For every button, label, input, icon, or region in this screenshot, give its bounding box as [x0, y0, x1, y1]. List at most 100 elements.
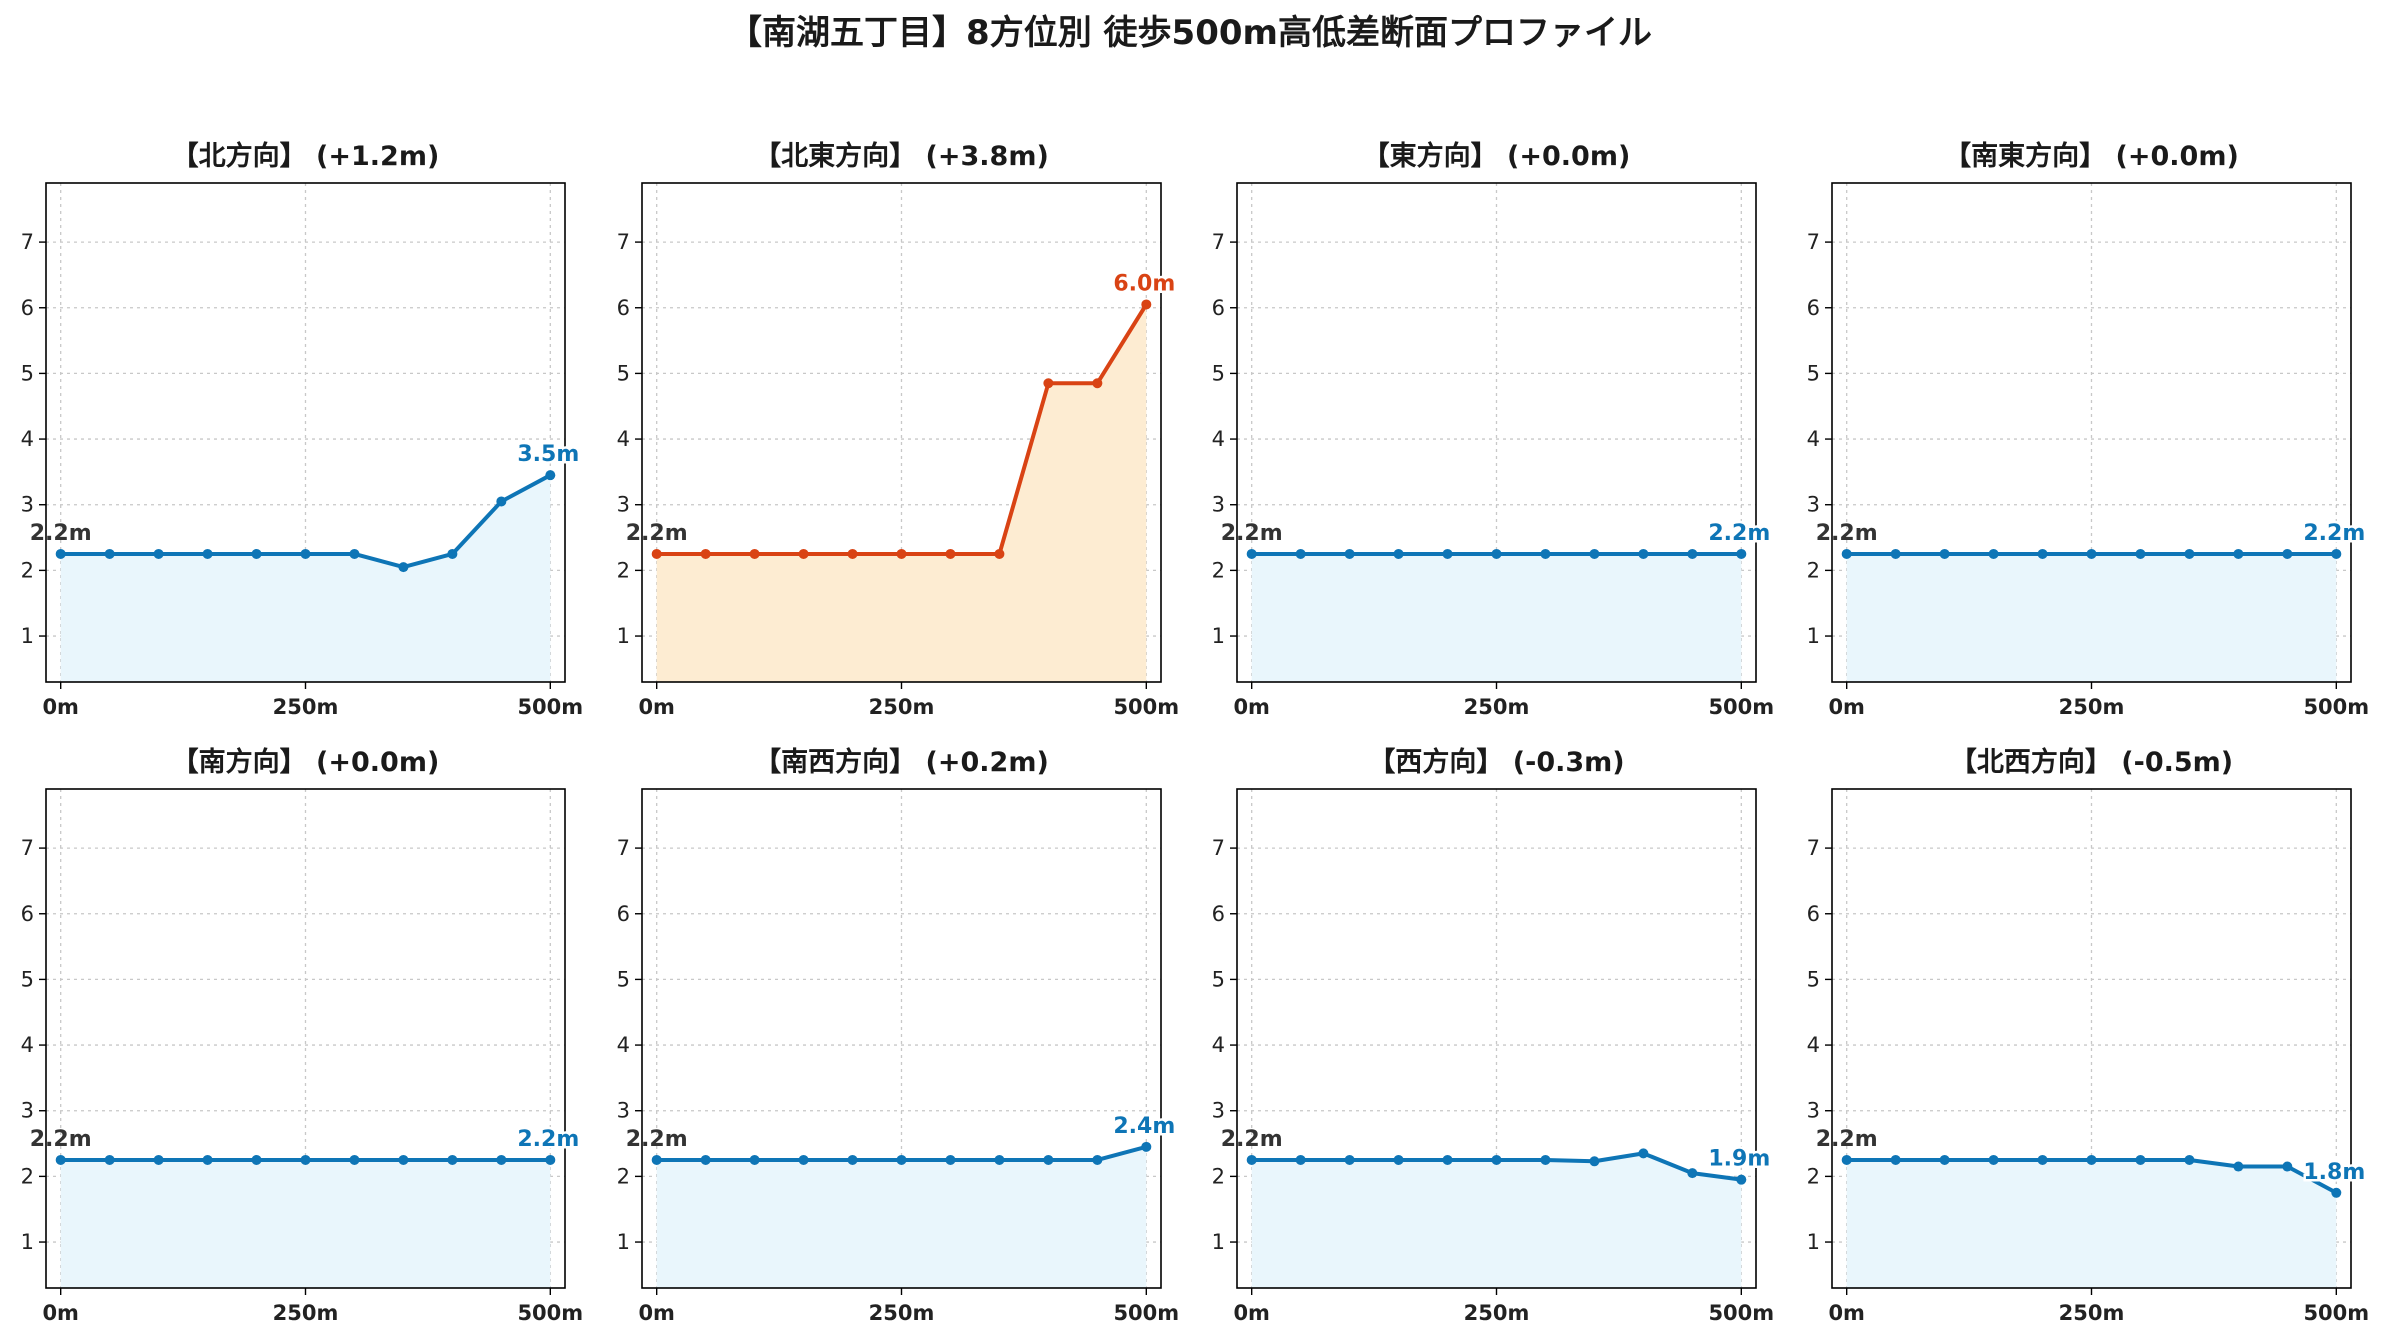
panel-title: 【南方向】 (+0.0m): [172, 746, 440, 778]
data-point: [104, 548, 115, 559]
data-point: [700, 1154, 711, 1165]
y-tick-label: 2: [21, 558, 34, 582]
end-value-label: 2.2m: [1708, 521, 1770, 546]
data-point: [651, 548, 662, 559]
area-fill: [656, 304, 1147, 682]
area-fill: [1251, 553, 1742, 682]
data-point: [1540, 548, 1551, 559]
y-tick-label: 5: [1212, 967, 1225, 991]
y-tick-label: 3: [21, 1099, 34, 1123]
end-value-label: 6.0m: [1113, 271, 1175, 296]
data-point: [2233, 1161, 2244, 1172]
data-point: [2184, 548, 2195, 559]
panel-7: 【西方向】 (-0.3m) 1 2 3 4 5 6 7 0m 250m 500m 2.2m 1.9m: [1212, 746, 1775, 1325]
data-point: [1890, 548, 1901, 559]
area-fill: [1251, 1153, 1742, 1288]
data-point: [545, 470, 556, 481]
panel-2: 【北東方向】 (+3.8m) 1 2 3 4 5 6 7 0m 250m 500m 2.2m 6.0m: [617, 140, 1180, 719]
data-point: [749, 1154, 760, 1165]
y-tick-label: 4: [1807, 1033, 1820, 1057]
panel-title: 【北東方向】 (+3.8m): [754, 140, 1049, 172]
y-tick-label: 1: [1212, 1230, 1225, 1254]
data-point: [398, 562, 409, 573]
y-tick-label: 2: [1212, 558, 1225, 582]
y-tick-label: 6: [617, 902, 630, 926]
data-point: [447, 548, 458, 559]
y-tick-label: 5: [1807, 361, 1820, 385]
data-point: [1841, 548, 1852, 559]
start-value-label: 2.2m: [1816, 521, 1878, 546]
data-point: [2331, 1187, 2342, 1198]
x-tick-label: 500m: [2303, 695, 2369, 719]
data-point: [1687, 1168, 1698, 1179]
panel-1: 【北方向】 (+1.2m) 1 2 3 4 5 6 7 0m 250m 500m 2.2m 3.5m: [21, 140, 584, 719]
y-tick-label: 3: [1212, 1099, 1225, 1123]
y-tick-label: 6: [1807, 902, 1820, 926]
y-tick-label: 3: [617, 1099, 630, 1123]
data-point: [2135, 1154, 2146, 1165]
y-tick-label: 3: [1807, 1099, 1820, 1123]
end-value-label: 2.2m: [517, 1127, 579, 1152]
y-tick-label: 4: [1807, 427, 1820, 451]
data-point: [2233, 548, 2244, 559]
data-point: [798, 548, 809, 559]
start-value-label: 2.2m: [1221, 1127, 1283, 1152]
y-tick-label: 5: [617, 967, 630, 991]
panel-title: 【北方向】 (+1.2m): [172, 140, 440, 172]
y-tick-label: 7: [1807, 230, 1820, 254]
panel-4: 【南東方向】 (+0.0m) 1 2 3 4 5 6 7 0m 250m 500m 2.2m 2.2m: [1807, 140, 2370, 719]
end-value-label: 3.5m: [517, 442, 579, 467]
x-tick-label: 500m: [1708, 1301, 1774, 1325]
y-tick-label: 2: [1807, 1164, 1820, 1188]
x-tick-label: 250m: [2059, 1301, 2125, 1325]
y-tick-label: 4: [21, 1033, 34, 1057]
area-fill: [1846, 1159, 2337, 1288]
data-point: [398, 1154, 409, 1165]
y-tick-label: 4: [1212, 427, 1225, 451]
data-point: [1638, 1148, 1649, 1159]
data-point: [1141, 299, 1152, 310]
data-point: [1442, 548, 1453, 559]
data-point: [1393, 1154, 1404, 1165]
data-point: [945, 548, 956, 559]
y-tick-label: 4: [21, 427, 34, 451]
data-point: [1141, 1141, 1152, 1152]
x-tick-label: 250m: [869, 695, 935, 719]
x-tick-label: 500m: [1113, 1301, 1179, 1325]
data-point: [153, 548, 164, 559]
x-tick-label: 0m: [42, 695, 79, 719]
data-point: [1841, 1154, 1852, 1165]
x-tick-label: 0m: [638, 695, 675, 719]
y-tick-label: 4: [1212, 1033, 1225, 1057]
y-tick-label: 5: [1212, 361, 1225, 385]
x-tick-label: 250m: [273, 1301, 339, 1325]
panel-title: 【南東方向】 (+0.0m): [1944, 140, 2239, 172]
y-tick-label: 1: [21, 624, 34, 648]
end-value-label: 1.9m: [1708, 1147, 1770, 1172]
data-point: [1344, 548, 1355, 559]
data-point: [349, 1154, 360, 1165]
data-point: [1246, 548, 1257, 559]
y-tick-label: 3: [617, 493, 630, 517]
data-point: [847, 548, 858, 559]
data-point: [545, 1154, 556, 1165]
y-tick-label: 1: [21, 1230, 34, 1254]
y-tick-label: 2: [1807, 558, 1820, 582]
y-tick-label: 2: [1212, 1164, 1225, 1188]
data-point: [55, 548, 66, 559]
data-point: [1890, 1154, 1901, 1165]
y-tick-label: 6: [21, 902, 34, 926]
data-point: [651, 1154, 662, 1165]
area-fill: [60, 1159, 551, 1288]
area-fill: [656, 1146, 1147, 1288]
panel-title: 【北西方向】 (-0.5m): [1950, 746, 2233, 778]
start-value-label: 2.2m: [30, 1127, 92, 1152]
data-point: [1043, 378, 1054, 389]
y-tick-label: 3: [1212, 493, 1225, 517]
x-tick-label: 0m: [1233, 695, 1270, 719]
data-point: [1638, 548, 1649, 559]
y-tick-label: 1: [1212, 624, 1225, 648]
x-tick-label: 250m: [1464, 1301, 1530, 1325]
